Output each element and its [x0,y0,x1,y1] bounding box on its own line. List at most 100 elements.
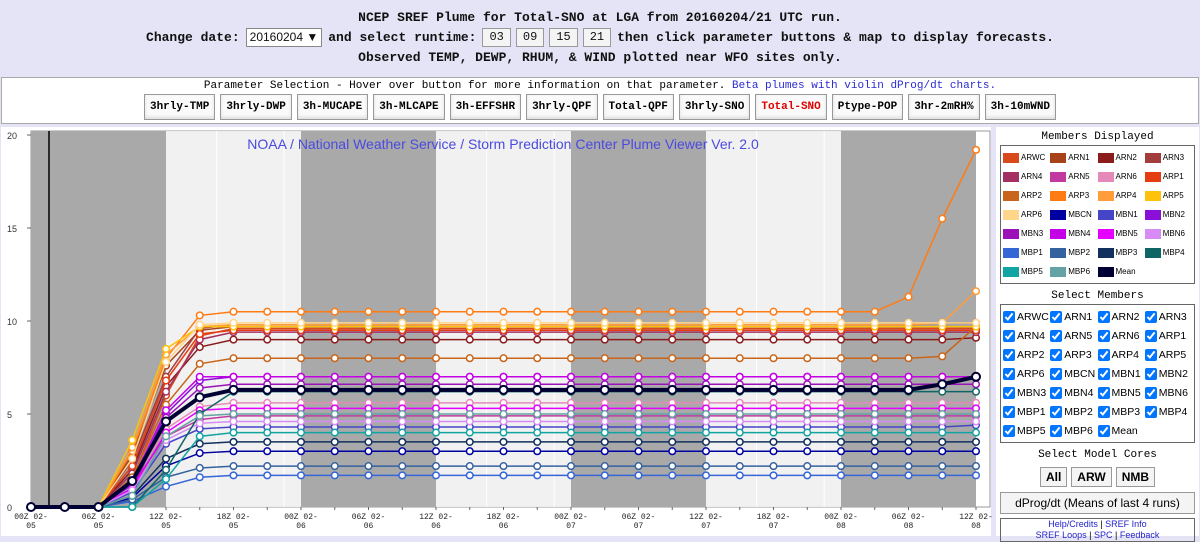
core-button[interactable]: NMB [1115,467,1156,487]
member-check[interactable]: ARN4 [1003,327,1050,344]
runtime-button[interactable]: 15 [549,28,578,47]
checkbox[interactable] [1003,424,1015,437]
x-tick-label: 00Z 02-08 [824,513,858,531]
member-check[interactable]: ARN5 [1050,327,1097,344]
link[interactable]: SPC [1093,530,1113,540]
member-check[interactable]: MBN3 [1003,384,1050,401]
data-point [161,465,171,474]
checkbox[interactable] [1003,348,1015,361]
checkbox[interactable] [1144,405,1157,418]
parameter-button[interactable]: 3hrly-DWP [220,94,292,120]
member-check[interactable]: MBP3 [1097,403,1145,420]
core-button[interactable]: All [1039,467,1068,487]
checkbox[interactable] [1050,386,1063,399]
checkbox[interactable] [1144,310,1157,323]
parameter-button[interactable]: Total-QPF [602,94,674,120]
member-check[interactable]: MBP1 [1003,403,1050,420]
member-check[interactable]: MBP4 [1144,403,1192,420]
member-check[interactable]: Mean [1097,422,1145,439]
parameter-button[interactable]: 3h-MUCAPE [296,94,369,120]
data-point [634,354,643,363]
member-check[interactable]: MBN2 [1144,365,1192,382]
member-check[interactable]: MBN6 [1144,384,1192,401]
member-check[interactable]: ARP1 [1144,327,1192,344]
runtime-button[interactable]: 03 [482,28,511,47]
member-check[interactable]: ARN2 [1097,308,1145,325]
member-check[interactable]: ARP3 [1050,346,1097,363]
link[interactable]: SREF Info [1105,519,1147,529]
checkbox[interactable] [1097,367,1110,380]
link[interactable]: SREF Loops [1035,530,1087,540]
member-check[interactable]: MBN5 [1097,384,1145,401]
member-check[interactable]: MBN1 [1097,365,1145,382]
member-check[interactable]: ARN6 [1097,327,1145,344]
checkbox[interactable] [1050,329,1063,342]
checkbox[interactable] [1050,424,1063,437]
member-check[interactable]: ARP5 [1144,346,1192,363]
parameter-button[interactable]: 3h-10mWND [984,94,1057,120]
checkbox[interactable] [1097,348,1110,361]
member-check[interactable]: ARN3 [1144,308,1192,325]
checkbox[interactable] [1003,367,1015,380]
data-point [735,409,744,419]
data-point [195,439,204,448]
checkbox[interactable] [1144,329,1157,342]
checkbox[interactable] [1097,424,1110,437]
parameter-button[interactable]: 3hrly-QPF [526,94,598,120]
link[interactable]: Feedback [1119,530,1160,540]
member-check[interactable]: MBP5 [1003,422,1050,439]
checkbox[interactable] [1003,405,1015,418]
dprog-button[interactable]: dProg/dt (Means of last 4 runs) [1000,492,1195,514]
data-point [566,462,576,471]
member-check[interactable]: MBN4 [1050,384,1097,401]
data-point [938,447,947,456]
data-point [263,462,272,471]
parameter-button[interactable]: 3hrly-SNO [678,94,751,120]
core-button[interactable]: ARW [1071,467,1112,487]
checkbox[interactable] [1003,310,1015,323]
checkbox[interactable] [1050,405,1063,418]
data-point [431,318,441,327]
data-point [769,471,778,480]
checkbox[interactable] [1097,310,1110,323]
checkbox[interactable] [1003,386,1015,399]
checkbox[interactable] [1050,367,1063,380]
runtime-button[interactable]: 21 [582,28,612,47]
link[interactable]: Help/Credits [1048,519,1098,529]
parameter-button[interactable]: Ptype-POP [831,94,904,120]
member-check[interactable]: MBP6 [1050,422,1097,439]
member-check[interactable]: ARP4 [1097,346,1145,363]
data-point [364,471,373,480]
parameter-button[interactable]: Total-SNO [755,94,827,120]
checkbox[interactable] [1144,367,1157,380]
data-point [363,384,374,395]
checkbox[interactable] [1050,310,1063,323]
data-point [803,428,812,437]
member-check[interactable]: MBP2 [1050,403,1097,420]
data-point [803,417,812,426]
checkbox[interactable] [1097,329,1110,342]
checkbox[interactable] [1144,386,1157,399]
checkbox[interactable] [1050,348,1063,361]
checkbox[interactable] [1097,405,1110,418]
parameter-button[interactable]: 3hr-2mRH% [908,94,980,120]
member-check[interactable]: MBCN [1050,365,1097,382]
data-point [499,307,508,316]
date-select[interactable]: 20160204 ▼ [245,28,323,47]
checkbox[interactable] [1097,386,1110,399]
data-point [735,354,744,363]
data-point [499,471,508,480]
runtime-button[interactable]: 09 [515,28,545,47]
member-check[interactable]: ARP2 [1003,346,1050,363]
parameter-button[interactable]: 3h-EFFSHR [449,94,522,120]
member-check[interactable]: ARWC [1003,308,1050,325]
data-point [499,318,508,327]
link[interactable]: Beta plumes with violin dProg/dt charts. [732,80,997,92]
checkbox[interactable] [1003,329,1015,342]
parameter-button[interactable]: 3hrly-TMP [143,94,216,120]
checkbox[interactable] [1144,348,1157,361]
parameter-button[interactable]: 3h-MLCAPE [373,94,445,120]
member-check[interactable]: ARP6 [1003,365,1050,382]
member-check[interactable]: ARN1 [1050,308,1097,325]
